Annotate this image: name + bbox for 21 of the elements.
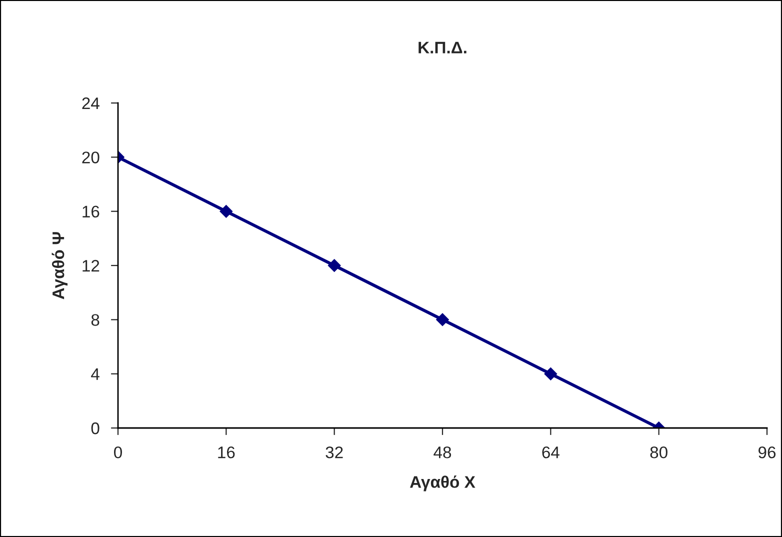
point [328,259,341,272]
y-tick-label: 8 [91,314,100,326]
x-tick-label: 96 [758,446,776,458]
x-tick-label: 32 [326,446,343,458]
point [544,367,558,380]
y-tick-label: 16 [82,206,100,218]
x-tick-label: 48 [434,446,452,458]
x-tick-label: 80 [650,446,668,458]
y-tick-label: 24 [82,97,100,110]
y-axis-title: Αγαθό Ψ [52,232,68,300]
y-tick-label: 0 [91,422,100,434]
y-tick-label: 20 [82,152,100,164]
point [220,204,233,218]
point [436,313,449,326]
x-tick-label: 64 [542,446,560,458]
x-tick-label: 0 [114,446,122,458]
y-tick-label: 4 [91,368,100,380]
x-axis-title: Αγαθό Χ [410,475,476,492]
chart-title: Κ.Π.Δ. [418,42,466,54]
y-tick-label: 12 [82,260,100,272]
x-tick-label: 16 [218,446,235,458]
